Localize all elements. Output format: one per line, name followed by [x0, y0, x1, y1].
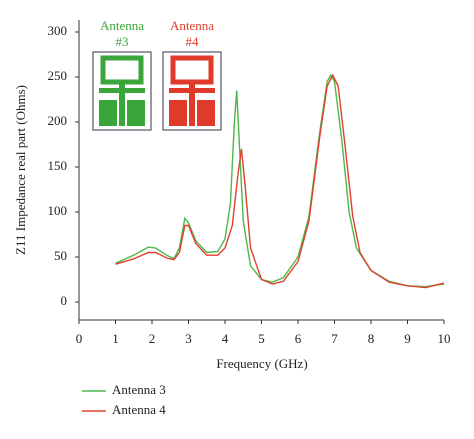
inset-left: [99, 100, 117, 126]
series-line: [115, 73, 445, 289]
y-tick-label: 150: [48, 158, 68, 173]
y-tick-label: 300: [48, 23, 68, 38]
x-tick-label: 6: [295, 331, 302, 346]
x-axis-label: Frequency (GHz): [216, 356, 307, 371]
x-tick-label: 0: [76, 331, 83, 346]
x-tick-label: 2: [149, 331, 156, 346]
inset-bar: [169, 88, 215, 93]
y-axis-label: Z11 Impedance real part (Ohms): [13, 85, 28, 255]
inset-label: Antenna: [100, 18, 144, 33]
inset-label: #3: [116, 34, 129, 49]
y-tick-label: 250: [48, 68, 68, 83]
y-tick-label: 0: [61, 293, 68, 308]
inset-stem: [119, 82, 125, 126]
x-tick-label: 1: [112, 331, 119, 346]
x-tick-label: 4: [222, 331, 229, 346]
x-tick-label: 5: [258, 331, 265, 346]
inset-label: #4: [186, 34, 200, 49]
x-tick-label: 10: [438, 331, 451, 346]
x-tick-label: 7: [331, 331, 338, 346]
y-tick-label: 100: [48, 203, 68, 218]
series-line: [115, 73, 445, 288]
inset-right: [197, 100, 215, 126]
inset-right: [127, 100, 145, 126]
legend-label: Antenna 3: [112, 382, 166, 397]
inset-stem: [189, 82, 195, 126]
inset-left: [169, 100, 187, 126]
inset-bar: [99, 88, 145, 93]
x-tick-label: 3: [185, 331, 192, 346]
legend-label: Antenna 4: [112, 402, 166, 417]
y-tick-label: 200: [48, 113, 68, 128]
x-tick-label: 9: [404, 331, 411, 346]
y-tick-label: 50: [54, 248, 67, 263]
x-tick-label: 8: [368, 331, 375, 346]
inset-label: Antenna: [170, 18, 214, 33]
